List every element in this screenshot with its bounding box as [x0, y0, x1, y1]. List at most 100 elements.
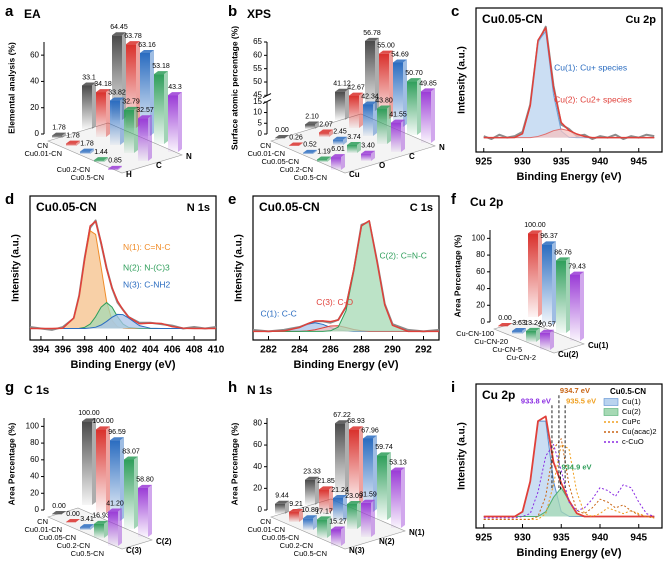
legend-label: Cu(acac)2	[622, 427, 657, 436]
bar	[96, 426, 110, 513]
bar	[498, 323, 512, 327]
bar-front	[363, 104, 373, 136]
value-label: 100.00	[78, 410, 100, 417]
y-tick-label: 10	[253, 108, 262, 117]
bar-front	[331, 529, 341, 546]
category-label: Cu0.01-CN	[24, 525, 62, 534]
bar-side	[371, 499, 375, 537]
bar-top	[349, 426, 363, 430]
bar-side	[148, 484, 152, 537]
bar	[363, 435, 377, 512]
series-label: N	[439, 143, 445, 152]
bar	[317, 156, 331, 162]
bar-front	[52, 135, 62, 138]
y-tick-label: 0	[481, 317, 486, 326]
bar-front	[540, 332, 550, 350]
bar	[305, 476, 319, 505]
x-tick-label: 398	[76, 345, 93, 356]
bar	[82, 82, 96, 129]
bar	[138, 484, 152, 537]
value-label: 31.59	[359, 492, 377, 499]
bar-side	[92, 82, 96, 129]
x-axis-label: Binding Energy (eV)	[516, 547, 621, 559]
bar-front	[82, 85, 92, 129]
bar-front	[94, 160, 104, 162]
category-label: Cu-CN-2	[506, 353, 536, 362]
bar-front	[140, 52, 150, 136]
bar	[377, 105, 391, 144]
bar	[168, 92, 182, 152]
value-label: 0.52	[303, 142, 317, 149]
bar	[303, 515, 317, 530]
value-label: 2.45	[333, 129, 347, 136]
bar-front	[303, 518, 313, 530]
panel-letter: g	[5, 379, 14, 396]
panel-title: Cu 2p	[482, 388, 515, 402]
bar	[66, 140, 80, 146]
bar-front	[96, 429, 106, 513]
value-label: 32.79	[122, 99, 140, 106]
bar-top	[540, 329, 554, 333]
bar-side	[373, 435, 377, 512]
x-tick-label: 394	[33, 345, 50, 356]
bar-front	[361, 153, 371, 161]
bar-top	[361, 150, 375, 154]
bar-top	[349, 92, 363, 96]
bar-top	[154, 71, 168, 75]
bar	[349, 92, 363, 128]
bar-top	[347, 141, 361, 145]
spectrum-line	[483, 438, 655, 520]
bar-side	[431, 88, 435, 143]
x-tick-label: 945	[630, 157, 647, 168]
annotation: 935.5 eV	[566, 396, 596, 405]
value-label: 96.37	[540, 233, 558, 240]
bar-top	[110, 97, 124, 101]
spectrum-line	[483, 415, 655, 518]
bar-top	[94, 520, 108, 524]
x-tick-label: 284	[291, 345, 308, 356]
value-label: 0.00	[52, 503, 66, 510]
spectrum-line	[483, 443, 655, 519]
bar-front	[377, 108, 387, 144]
bar-top	[82, 82, 96, 86]
annotation: 934.9 eV	[561, 463, 591, 472]
bar-front	[335, 91, 345, 120]
bar-front	[108, 511, 118, 546]
bar	[94, 520, 108, 538]
x-tick-label: 292	[415, 345, 432, 356]
bar-top	[363, 435, 377, 439]
bar-side	[299, 142, 303, 146]
bar-top	[512, 327, 526, 331]
bar-side	[104, 157, 108, 162]
bar-front	[168, 95, 178, 152]
value-label: 55.00	[377, 43, 395, 50]
bar-side	[580, 271, 584, 341]
bar-top	[361, 499, 375, 503]
bar-top	[319, 129, 333, 133]
bar-front	[96, 92, 106, 137]
bar-top	[305, 476, 319, 480]
bar-side	[92, 418, 96, 505]
bar	[126, 41, 140, 128]
bar-front	[365, 40, 375, 111]
y-tick-label: 20	[30, 488, 39, 497]
category-label: Cu-CN-5	[492, 345, 522, 354]
bar-side	[401, 467, 405, 528]
legend-label: c-CuO	[622, 437, 644, 446]
category-label: Cu0.5-CN	[294, 173, 327, 182]
bar-front	[377, 455, 387, 520]
bar-side	[359, 92, 363, 128]
y-tick-label: 20	[476, 300, 485, 309]
value-label: 3.40	[361, 143, 375, 150]
x-tick-label: 400	[98, 345, 115, 356]
y-tick-label: 0	[258, 129, 263, 138]
panel-letter: a	[5, 3, 14, 20]
x-tick-label: 290	[384, 345, 401, 356]
bar-side	[329, 129, 333, 137]
bar-side	[357, 141, 361, 153]
bar-front	[391, 122, 401, 152]
bar-top	[275, 135, 289, 138]
value-label: 1.78	[80, 141, 94, 148]
bar-top	[317, 516, 331, 520]
